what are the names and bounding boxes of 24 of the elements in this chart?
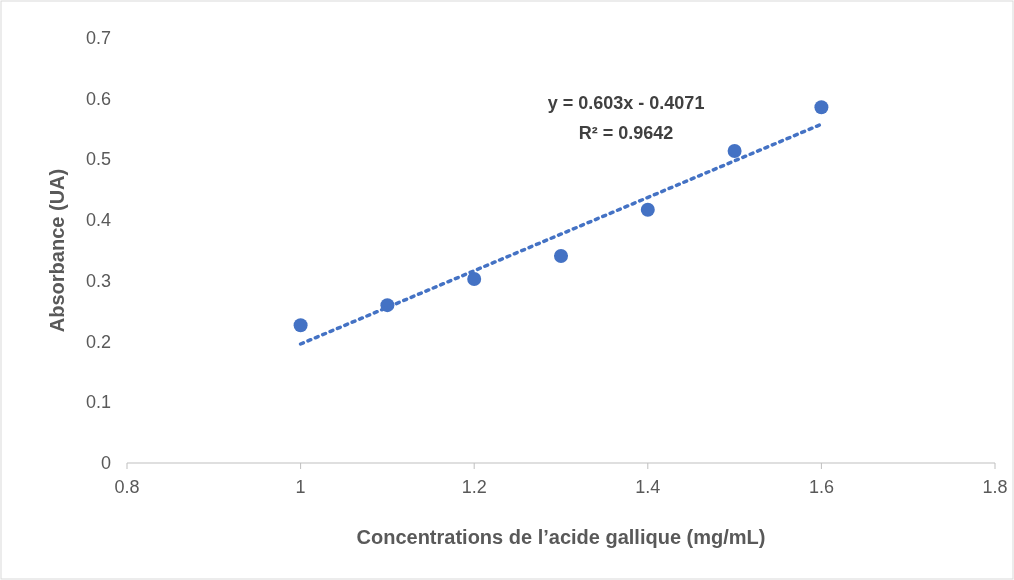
- annotation: R² = 0.9642: [578, 122, 674, 143]
- point: [467, 272, 482, 287]
- x-tick-label: 1.8: [982, 477, 1008, 497]
- y-axis-title: Absorbance (UA): [46, 168, 68, 333]
- y-tick-label: 0.3: [85, 270, 111, 291]
- point: [640, 202, 655, 217]
- annotation: y = 0.603x - 0.4071: [547, 92, 705, 113]
- x-tick-label: 0.8: [114, 477, 140, 497]
- y-tick-label: 0.4: [85, 210, 111, 231]
- point: [554, 248, 568, 263]
- x-tick-label: 1.6: [808, 477, 834, 497]
- y-tick-label: 0.7: [85, 28, 111, 48]
- x-axis-title: Concentrations de l’acide gallique (mg/mL): [356, 526, 766, 548]
- y-tick-label: 0.1: [85, 392, 111, 413]
- x-tick-label: 1.2: [461, 477, 487, 497]
- point: [293, 318, 308, 333]
- x-tick-label: 1: [295, 477, 306, 497]
- y-tick-label: 0.6: [85, 88, 111, 109]
- y-tick-label: 0.5: [85, 149, 111, 170]
- y-tick-label: 0: [100, 453, 111, 473]
- point: [727, 143, 742, 158]
- point: [814, 100, 829, 115]
- y-tick-label: 0.2: [85, 331, 111, 352]
- x-tick-label: 1.4: [635, 477, 661, 497]
